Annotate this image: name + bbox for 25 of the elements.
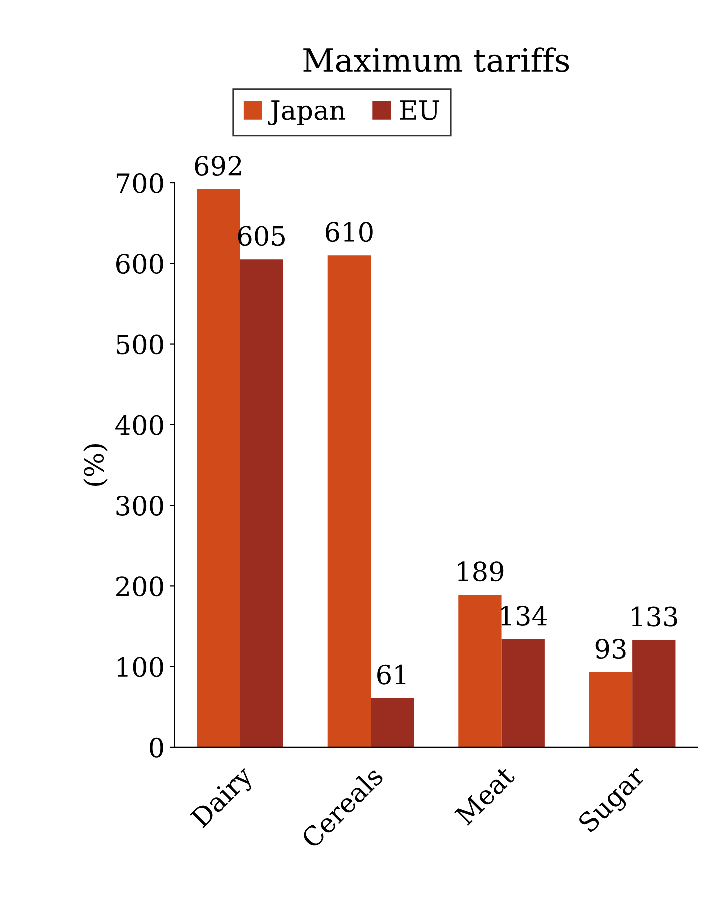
legend-label: Japan — [268, 100, 346, 126]
bar — [328, 256, 372, 748]
y-tick-label: 300 — [116, 496, 164, 516]
bar — [502, 639, 545, 748]
chart-title: Maximum tariffs — [304, 48, 570, 72]
bar — [589, 672, 633, 748]
bar — [632, 640, 676, 748]
data-label: 93 — [596, 639, 626, 660]
y-tick-label: 100 — [118, 657, 164, 678]
y-tick-label: 0 — [150, 738, 164, 758]
y-tick-label: 700 — [116, 173, 164, 194]
bar — [240, 260, 284, 748]
data-label: 133 — [632, 606, 678, 627]
y-tick-label: 400 — [116, 415, 164, 436]
y-tick-label: 200 — [116, 576, 164, 597]
data-label: 610 — [326, 222, 373, 242]
bar — [371, 698, 414, 748]
y-axis-title: (%) — [84, 444, 108, 486]
data-label: 189 — [458, 562, 504, 582]
legend-label: EU — [400, 100, 440, 120]
bar — [458, 595, 502, 748]
data-label: 61 — [378, 664, 406, 685]
data-label: 692 — [195, 156, 242, 176]
y-tick-label: 500 — [116, 334, 164, 355]
y-tick-label: 600 — [116, 254, 164, 274]
